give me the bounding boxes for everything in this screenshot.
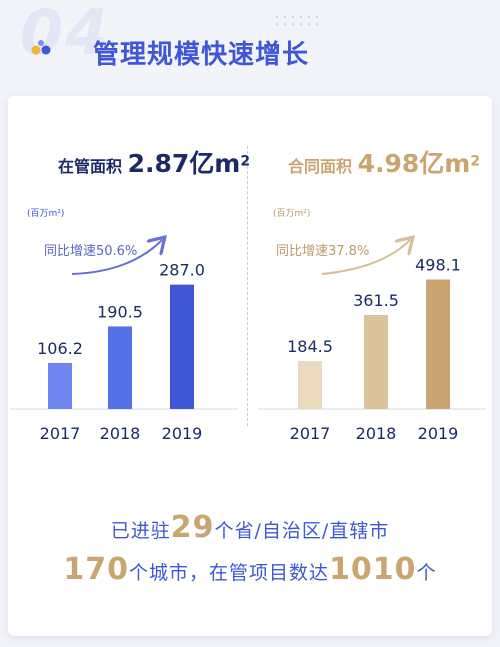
left-growth-annotation: 同比增速50.6%	[44, 244, 138, 259]
right-panel-title: 合同面积 4.98亿m2	[288, 144, 480, 180]
right-bar-2018	[364, 315, 388, 409]
right-title-value: 4.98亿m	[357, 149, 471, 178]
right-value-label-2017: 184.5	[287, 337, 333, 356]
left-bar-2019	[170, 284, 194, 409]
right-title-sup: 2	[470, 153, 481, 170]
left-bar-2018	[108, 326, 132, 409]
summary-line1-post: 个省/自治区/直辖市	[214, 520, 390, 542]
left-value-label-2018: 190.5	[97, 302, 143, 321]
dots-decoration-icon	[31, 40, 51, 55]
left-title-value: 2.87亿m	[127, 149, 241, 178]
summary-line-2: 170个城市，在管项目数达1010个	[0, 552, 500, 587]
left-growth-arrow	[71, 240, 162, 275]
left-title-sup: 2	[240, 153, 251, 170]
right-unit-label: (百万m²)	[273, 209, 311, 219]
left-value-label-2019: 287.0	[159, 261, 205, 280]
left-value-label-2017: 106.2	[37, 339, 83, 358]
left-unit-label: (百万m²)	[27, 209, 65, 219]
summary-line2-mid: 个城市，在管项目数达	[129, 562, 330, 584]
summary-project-count: 1010	[329, 552, 417, 587]
right-growth-arrow	[321, 240, 410, 275]
summary-province-count: 29	[170, 510, 215, 545]
summary-line-1: 已进驻29个省/自治区/直辖市	[0, 510, 500, 545]
grid-dots-decoration-icon	[275, 15, 319, 26]
right-title-label: 合同面积	[288, 157, 353, 176]
summary-line2-post: 个	[416, 562, 437, 584]
right-value-label-2018: 361.5	[353, 291, 399, 310]
left-title-label: 在管面积	[58, 157, 123, 176]
right-category-label-2018: 2018	[356, 424, 397, 443]
content-card	[8, 96, 492, 636]
summary-line1-pre: 已进驻	[110, 520, 171, 542]
right-category-label-2019: 2019	[418, 424, 459, 443]
left-category-label-2019: 2019	[162, 424, 203, 443]
left-panel-title: 在管面积 2.87亿m2	[58, 144, 250, 180]
right-bar-2017	[298, 361, 322, 409]
right-category-label-2017: 2017	[290, 424, 331, 443]
panel-divider	[247, 146, 248, 426]
left-category-label-2017: 2017	[40, 424, 81, 443]
page-title: 管理规模快速增长	[93, 40, 310, 70]
right-bar-2019	[426, 279, 450, 409]
left-bar-2017	[48, 362, 72, 409]
summary-city-count: 170	[63, 552, 130, 587]
right-growth-annotation: 同比增速37.8%	[276, 244, 370, 259]
right-value-label-2019: 498.1	[415, 255, 461, 274]
left-category-label-2018: 2018	[100, 424, 141, 443]
